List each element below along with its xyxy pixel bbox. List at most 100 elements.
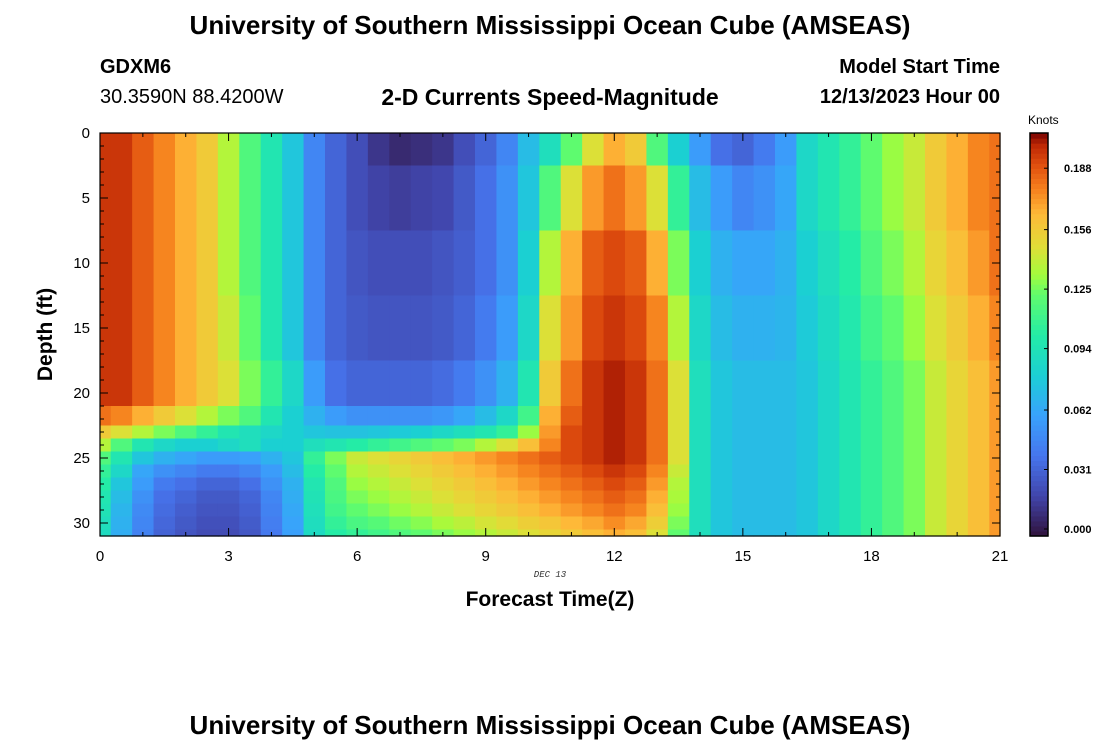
heatmap-cell — [100, 438, 112, 453]
heatmap-cell — [710, 490, 733, 505]
heatmap-cell — [603, 464, 626, 479]
heatmap-cell — [903, 477, 926, 492]
heatmap-cell — [753, 295, 776, 362]
colorbar: 0.000 0.031 0.062 0.094 0.125 0.156 0.188 — [1029, 132, 1092, 537]
heatmap-cell — [260, 165, 283, 232]
heatmap-cell — [217, 133, 240, 167]
heatmap-cell — [989, 406, 1001, 427]
heatmap-cell — [239, 503, 262, 518]
colorbar-segment — [1030, 299, 1048, 305]
heatmap-cell — [303, 451, 326, 466]
heatmap-cell — [689, 230, 712, 297]
heatmap-cell — [582, 165, 605, 232]
heatmap-cell — [217, 464, 240, 479]
heatmap-cell — [625, 438, 648, 453]
heatmap-cell — [175, 425, 198, 440]
heatmap-cell — [646, 451, 669, 466]
heatmap-cell — [817, 230, 840, 297]
heatmap-cell — [132, 133, 155, 167]
colorbar-segment — [1030, 465, 1048, 472]
heatmap-cell — [817, 295, 840, 362]
colorbar-segment — [1030, 460, 1048, 467]
heatmap-cell — [175, 165, 198, 232]
heatmap-cell — [517, 490, 540, 505]
heatmap-cell — [925, 503, 948, 518]
heatmap-cell — [303, 464, 326, 479]
heatmap-cell — [346, 438, 369, 453]
heatmap-cell — [860, 165, 883, 232]
heatmap-cell — [453, 529, 476, 537]
heatmap-cell — [517, 295, 540, 362]
heatmap-cell — [282, 477, 305, 492]
heatmap-cell — [100, 477, 112, 492]
heatmap-cell — [560, 490, 583, 505]
heatmap-cell — [667, 503, 690, 518]
colorbar-segment — [1030, 233, 1048, 240]
heatmap-cell — [967, 516, 990, 531]
heatmap-cell — [217, 425, 240, 440]
heatmap-cell — [860, 425, 883, 440]
heatmap-cell — [110, 295, 133, 362]
heatmap-cell — [196, 425, 219, 440]
heatmap-cell — [882, 425, 905, 440]
heatmap-cell — [217, 451, 240, 466]
heatmap-cell — [903, 464, 926, 479]
colorbar-segment — [1030, 379, 1048, 386]
heatmap-cell — [389, 295, 412, 362]
heatmap-cell — [582, 295, 605, 362]
heatmap-cell — [582, 477, 605, 492]
y-tick-label: 0 — [82, 125, 90, 142]
colorbar-segment — [1030, 450, 1048, 456]
heatmap-cell — [496, 165, 519, 232]
heatmap-cell — [925, 490, 948, 505]
heatmap-cell — [517, 406, 540, 427]
heatmap-cell — [839, 295, 862, 362]
heatmap-cell — [796, 406, 819, 427]
heatmap-cell — [432, 360, 455, 407]
heatmap-cell — [925, 516, 948, 531]
heatmap-cell — [517, 464, 540, 479]
heatmap-cell — [925, 360, 948, 407]
heatmap-cell — [539, 529, 562, 537]
y-tick-label: 20 — [73, 385, 90, 402]
heatmap-cell — [239, 464, 262, 479]
heatmap-cell — [839, 360, 862, 407]
heatmap-cell — [346, 464, 369, 479]
colorbar-segment — [1030, 430, 1048, 436]
heatmap-cell — [153, 490, 176, 505]
heatmap-cell — [239, 451, 262, 466]
heatmap-cell — [839, 406, 862, 427]
colorbar-segment — [1030, 440, 1048, 446]
heatmap-cell — [239, 406, 262, 427]
heatmap-cell — [389, 451, 412, 466]
heatmap-cell — [517, 425, 540, 440]
heatmap-cell — [325, 425, 348, 440]
colorbar-segment — [1030, 289, 1048, 295]
heatmap-cell — [325, 406, 348, 427]
heatmap-cell — [346, 490, 369, 505]
heatmap-cell — [303, 425, 326, 440]
heatmap-cell — [860, 360, 883, 407]
heatmap-cell — [367, 503, 390, 518]
station-coordinates: 30.3590N 88.4200W — [100, 86, 284, 108]
station-id: GDXM6 — [100, 56, 172, 78]
heatmap-cell — [625, 133, 648, 167]
heatmap-cell — [346, 451, 369, 466]
heatmap-cell — [732, 516, 755, 531]
heatmap-cell — [153, 529, 176, 537]
heatmap-cell — [217, 503, 240, 518]
heatmap-cell — [389, 425, 412, 440]
colorbar-segment — [1030, 253, 1048, 260]
heatmap-cell — [946, 464, 969, 479]
heatmap-cell — [967, 295, 990, 362]
heatmap-cell — [100, 503, 112, 518]
heatmap-cell — [453, 360, 476, 407]
heatmap-cell — [882, 529, 905, 537]
heatmap-cell — [325, 438, 348, 453]
heatmap-cell — [603, 406, 626, 427]
heatmap-cell — [903, 165, 926, 232]
heatmap-cell — [839, 133, 862, 167]
heatmap-cell — [732, 230, 755, 297]
heatmap-cell — [110, 406, 133, 427]
